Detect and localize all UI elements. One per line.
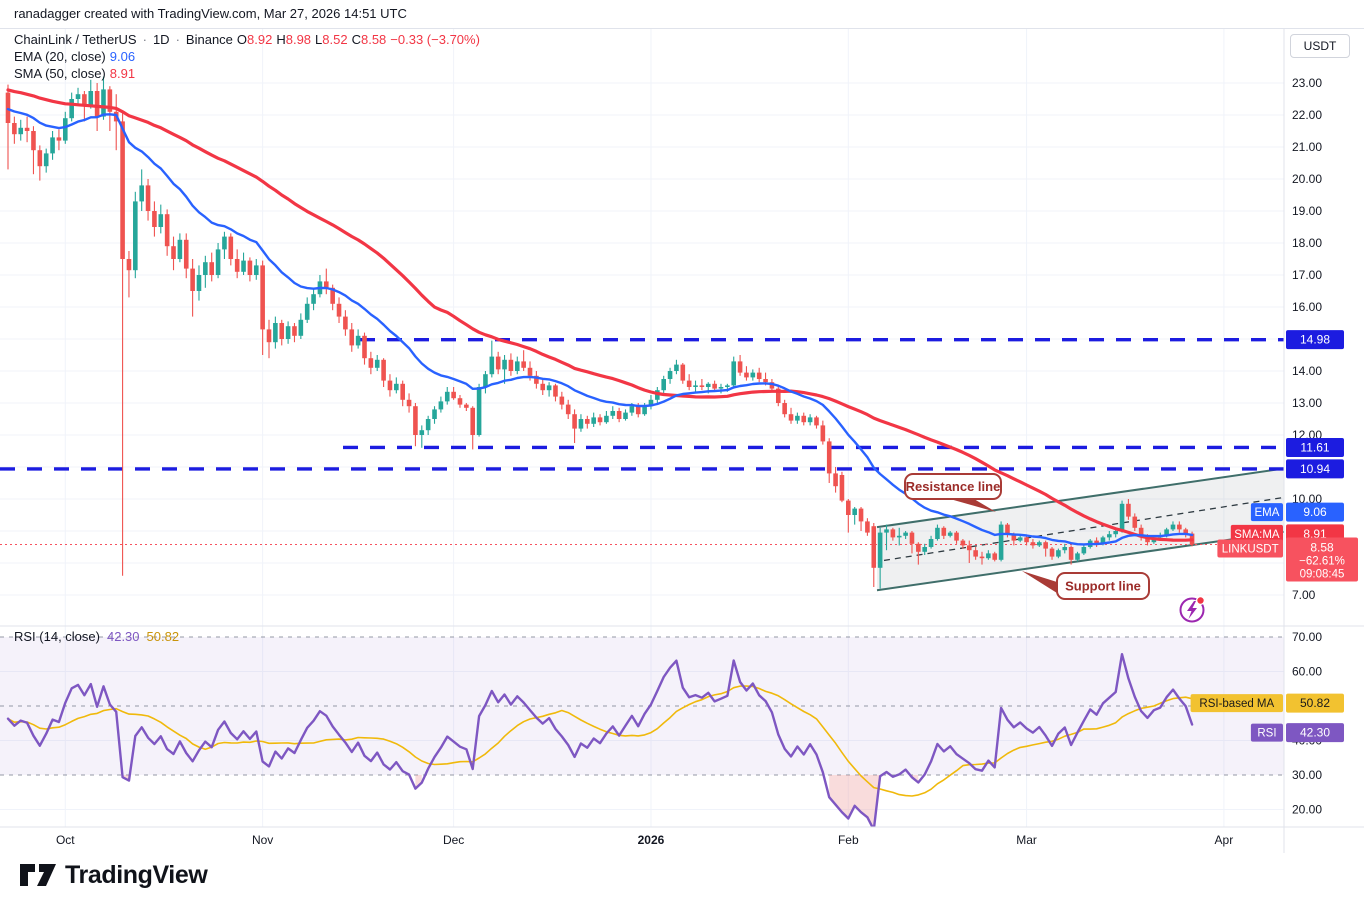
svg-text:23.00: 23.00 bbox=[1292, 76, 1322, 90]
ema-line[interactable] bbox=[6, 107, 1194, 546]
svg-text:Apr: Apr bbox=[1215, 833, 1234, 847]
svg-text:8.58: 8.58 bbox=[1310, 540, 1334, 554]
svg-text:21.00: 21.00 bbox=[1292, 140, 1322, 154]
symbol-name[interactable]: ChainLink / TetherUS bbox=[14, 32, 137, 47]
price-axis[interactable]: 23.00 22.00 21.00 20.00 19.00 18.00 17.00 16.00… bbox=[1292, 76, 1322, 817]
axis-price-labels: 14.98 11.61 10.94 9.06 8.91 50.82 42.30 8.58−62… bbox=[1286, 330, 1358, 743]
svg-text:20.00: 20.00 bbox=[1292, 172, 1322, 186]
change-value: −0.33 (−3.70%) bbox=[390, 32, 480, 47]
svg-text:EMA: EMA bbox=[1254, 507, 1279, 519]
tv-logo-icon[interactable] bbox=[18, 860, 58, 890]
svg-text:8.91: 8.91 bbox=[1303, 527, 1327, 541]
open-value: O 8.92 bbox=[236, 32, 273, 47]
svg-text:50.82: 50.82 bbox=[1300, 696, 1330, 710]
svg-text:9.06: 9.06 bbox=[1303, 505, 1327, 519]
symbol-row[interactable]: ChainLink / TetherUS · 1D · Binance O 8.9… bbox=[14, 32, 480, 49]
legend: ChainLink / TetherUS · 1D · Binance O 8.9… bbox=[14, 32, 480, 83]
svg-text:RSI-based MA: RSI-based MA bbox=[1199, 698, 1274, 710]
attribution-text: ranadagger created with TradingView.com,… bbox=[14, 6, 407, 21]
brand-wordmark[interactable]: TradingView bbox=[65, 860, 208, 889]
svg-text:LINKUSDT: LINKUSDT bbox=[1222, 543, 1279, 555]
separator-dot: · bbox=[142, 32, 147, 47]
sma-indicator-row[interactable]: SMA (50, close) 8.91 bbox=[14, 66, 480, 83]
currency-toggle-button[interactable]: USDT bbox=[1290, 34, 1350, 58]
svg-text:20.00: 20.00 bbox=[1292, 803, 1322, 817]
exchange-label[interactable]: Binance bbox=[185, 32, 233, 47]
close-value: C 8.58 bbox=[351, 32, 387, 47]
chart-canvas[interactable]: Resistance line Support line 23.00 22.00 21.… bbox=[0, 29, 1364, 853]
sma-value: 8.91 bbox=[109, 66, 136, 81]
timeframe-label[interactable]: 1D bbox=[152, 32, 170, 47]
svg-text:Resistance line: Resistance line bbox=[906, 479, 1001, 494]
support-line-callout[interactable]: Support line bbox=[1022, 571, 1150, 600]
svg-text:Nov: Nov bbox=[252, 833, 273, 847]
rsi-line bbox=[6, 653, 1194, 827]
ema-label: EMA (20, close) bbox=[14, 49, 106, 64]
svg-text:18.00: 18.00 bbox=[1292, 236, 1322, 250]
chart-area[interactable]: Resistance line Support line 23.00 22.00 21.… bbox=[0, 28, 1364, 853]
svg-text:Support line: Support line bbox=[1065, 579, 1141, 594]
rsi-pane-series[interactable] bbox=[6, 653, 1194, 830]
svg-text:−62.61%: −62.61% bbox=[1299, 555, 1345, 567]
svg-text:30.00: 30.00 bbox=[1292, 768, 1322, 782]
svg-text:11.61: 11.61 bbox=[1300, 440, 1329, 454]
svg-text:42.30: 42.30 bbox=[1300, 726, 1330, 740]
flash-icon[interactable] bbox=[1179, 596, 1206, 623]
footer: TradingView bbox=[18, 860, 208, 890]
svg-text:Oct: Oct bbox=[56, 833, 75, 847]
svg-text:SMA:MA: SMA:MA bbox=[1234, 529, 1280, 541]
svg-text:RSI: RSI bbox=[1257, 728, 1276, 740]
svg-text:14.98: 14.98 bbox=[1300, 333, 1330, 347]
svg-text:Dec: Dec bbox=[443, 833, 464, 847]
ema-value: 9.06 bbox=[109, 49, 136, 64]
svg-text:Feb: Feb bbox=[838, 833, 859, 847]
low-value: L 8.52 bbox=[315, 32, 348, 47]
svg-text:14.00: 14.00 bbox=[1292, 364, 1322, 378]
svg-text:Mar: Mar bbox=[1016, 833, 1037, 847]
rsi-ma-value: 50.82 bbox=[146, 629, 180, 644]
rsi-label: RSI (14, close) bbox=[14, 629, 100, 644]
svg-text:13.00: 13.00 bbox=[1292, 396, 1322, 410]
svg-text:17.00: 17.00 bbox=[1292, 268, 1322, 282]
svg-text:2026: 2026 bbox=[638, 833, 665, 847]
ascending-channel[interactable] bbox=[876, 467, 1290, 592]
rsi-indicator-row[interactable]: RSI (14, close) 42.30 50.82 bbox=[14, 629, 179, 644]
svg-text:19.00: 19.00 bbox=[1292, 204, 1322, 218]
svg-text:60.00: 60.00 bbox=[1292, 665, 1322, 679]
time-axis[interactable]: Oct Nov Dec 2026 Feb Mar Apr bbox=[56, 833, 1233, 847]
svg-text:09:08:45: 09:08:45 bbox=[1300, 568, 1345, 580]
svg-text:7.00: 7.00 bbox=[1292, 588, 1316, 602]
svg-text:70.00: 70.00 bbox=[1292, 630, 1322, 644]
svg-text:16.00: 16.00 bbox=[1292, 300, 1322, 314]
ema-indicator-row[interactable]: EMA (20, close) 9.06 bbox=[14, 49, 480, 66]
rsi-value: 42.30 bbox=[106, 629, 140, 644]
svg-text:22.00: 22.00 bbox=[1292, 108, 1322, 122]
separator-dot: · bbox=[175, 32, 180, 47]
sma-line[interactable] bbox=[6, 88, 1194, 542]
sma-label: SMA (50, close) bbox=[14, 66, 106, 81]
svg-text:10.94: 10.94 bbox=[1300, 462, 1330, 476]
high-value: H 8.98 bbox=[276, 32, 312, 47]
series-name-tags: EMA SMA:MA LINKUSDT RSI-based MA RSI bbox=[1190, 503, 1283, 742]
svg-text:10.00: 10.00 bbox=[1292, 492, 1322, 506]
resistance-line-callout[interactable]: Resistance line bbox=[904, 473, 1002, 512]
